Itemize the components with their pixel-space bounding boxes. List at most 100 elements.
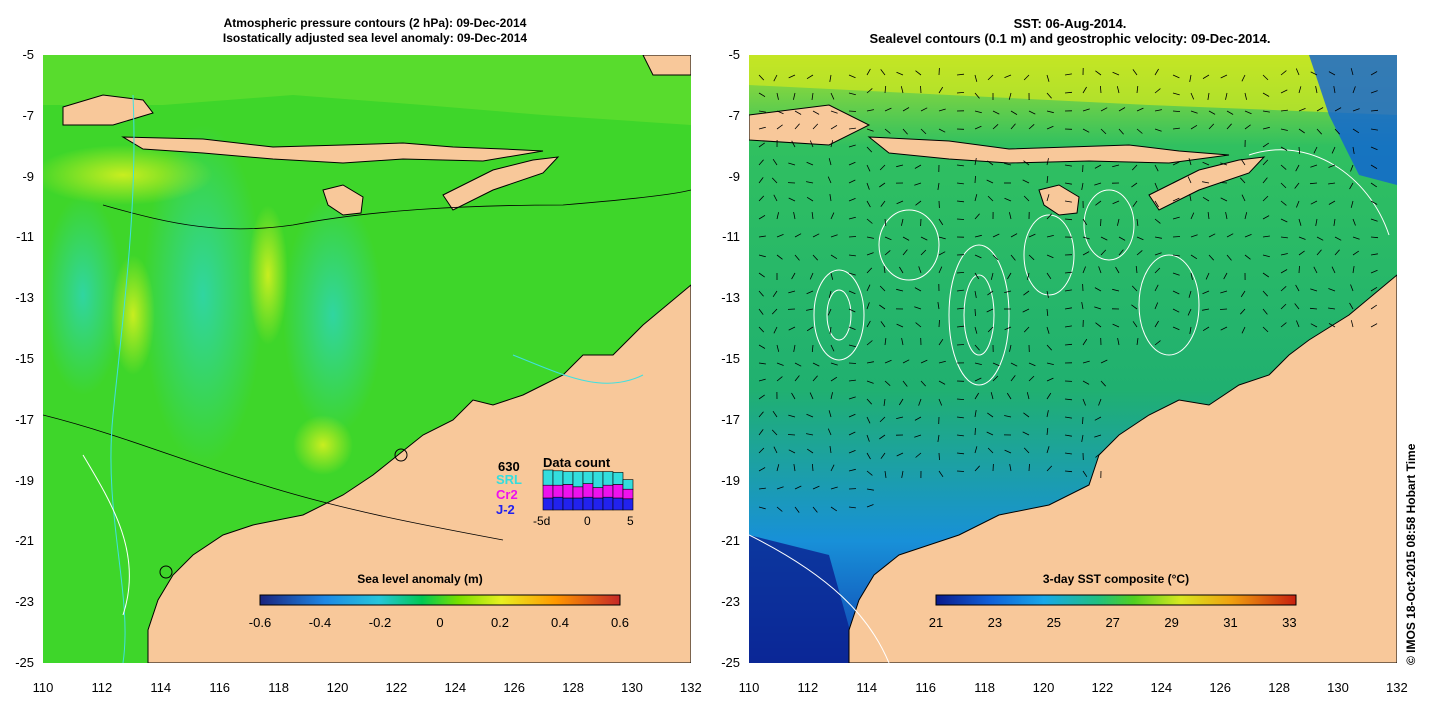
velocity-arrow xyxy=(974,272,980,280)
velocity-arrow xyxy=(992,254,999,261)
velocity-arrow xyxy=(758,215,766,220)
velocity-arrow xyxy=(1100,128,1107,135)
velocity-arrow xyxy=(1100,359,1108,364)
velocity-arrow xyxy=(1010,233,1018,238)
velocity-arrow xyxy=(918,266,922,274)
velocity-arrow xyxy=(794,485,802,490)
velocity-arrow xyxy=(1023,447,1030,454)
lat-tick-label: -17 xyxy=(721,411,740,427)
velocity-arrow xyxy=(758,411,764,418)
velocity-arrow xyxy=(772,158,778,166)
velocity-arrow xyxy=(809,392,814,400)
velocity-arrow xyxy=(915,70,922,76)
velocity-arrow xyxy=(866,200,871,208)
velocity-arrow xyxy=(1280,236,1288,239)
velocity-arrow xyxy=(1022,431,1030,436)
velocity-arrow xyxy=(902,380,908,387)
velocity-arrow xyxy=(1280,218,1288,223)
lon-tick-label: 112 xyxy=(91,680,113,695)
velocity-arrow xyxy=(866,380,874,384)
velocity-arrow xyxy=(1350,284,1354,292)
velocity-arrow xyxy=(1241,326,1246,334)
left-colorbar xyxy=(259,594,621,606)
velocity-arrow xyxy=(866,504,874,508)
velocity-arrow xyxy=(866,416,871,424)
velocity-arrow xyxy=(1022,308,1030,313)
velocity-arrow xyxy=(1280,182,1287,189)
velocity-arrow xyxy=(1370,269,1378,274)
velocity-arrow xyxy=(866,128,874,132)
colorbar-tick-label: 33 xyxy=(1282,615,1297,630)
velocity-arrow xyxy=(758,92,766,97)
velocity-arrow xyxy=(1190,212,1195,220)
velocity-arrow xyxy=(1240,158,1246,166)
count-bar-srl xyxy=(552,470,564,486)
velocity-arrow xyxy=(974,254,982,259)
velocity-arrow xyxy=(1064,416,1072,419)
velocity-arrow xyxy=(1064,307,1072,310)
velocity-arrow xyxy=(1241,194,1246,202)
velocity-arrow xyxy=(1349,182,1354,190)
velocity-arrow xyxy=(1350,68,1354,76)
velocity-arrow xyxy=(1352,218,1356,226)
velocity-arrow xyxy=(773,326,778,334)
velocity-arrow xyxy=(974,110,982,114)
velocity-arrow xyxy=(773,194,778,202)
colorbar-tick-label: 27 xyxy=(1105,615,1120,630)
velocity-arrow xyxy=(896,288,904,292)
velocity-arrow xyxy=(812,233,820,238)
velocity-arrow xyxy=(896,452,904,457)
colorbar-tick-label: 0.6 xyxy=(610,615,630,630)
velocity-arrow xyxy=(866,320,871,328)
velocity-arrow xyxy=(1046,446,1050,454)
velocity-arrow xyxy=(1064,218,1073,221)
low-anomaly-region xyxy=(143,125,263,465)
velocity-arrow xyxy=(896,200,904,205)
velocity-arrow xyxy=(974,446,978,454)
velocity-arrow xyxy=(1188,158,1192,166)
velocity-arrow xyxy=(1220,290,1228,294)
velocity-arrow xyxy=(830,92,835,100)
velocity-arrow xyxy=(776,110,784,115)
velocity-arrow xyxy=(1316,249,1322,256)
velocity-arrow xyxy=(1046,272,1052,280)
velocity-arrow xyxy=(987,160,994,166)
velocity-arrow xyxy=(987,74,994,81)
right-colorbar xyxy=(935,594,1297,606)
velocity-arrow xyxy=(1136,128,1143,134)
velocity-arrow xyxy=(1280,200,1287,206)
velocity-arrow xyxy=(866,88,873,94)
velocity-arrow xyxy=(773,446,778,454)
velocity-arrow xyxy=(974,465,980,472)
velocity-arrow xyxy=(1333,86,1336,94)
velocity-arrow xyxy=(879,434,886,440)
velocity-arrow xyxy=(866,284,871,292)
velocity-arrow xyxy=(1154,340,1161,346)
right-map[interactable] xyxy=(749,55,1397,663)
velocity-arrow xyxy=(1132,200,1138,207)
velocity-arrow xyxy=(1370,71,1378,76)
velocity-arrow xyxy=(956,416,964,419)
count-bar-cr2 xyxy=(622,488,634,500)
velocity-arrow xyxy=(1202,308,1210,311)
velocity-arrow xyxy=(1116,86,1120,94)
velocity-arrow xyxy=(848,413,856,418)
velocity-arrow xyxy=(1334,236,1342,241)
lon-tick-label: 126 xyxy=(503,680,526,695)
lon-tick-label: 122 xyxy=(1091,680,1114,695)
velocity-arrow xyxy=(1310,71,1318,76)
velocity-arrow xyxy=(848,396,856,400)
velocity-arrow xyxy=(1118,236,1126,241)
lat-tick-label: -25 xyxy=(15,655,34,670)
velocity-arrow xyxy=(1202,161,1210,166)
velocity-arrow xyxy=(776,234,784,238)
velocity-arrow xyxy=(758,159,764,166)
velocity-arrow xyxy=(812,463,814,472)
left-map[interactable] xyxy=(43,55,691,663)
count-bar-cr2 xyxy=(592,487,604,499)
velocity-arrow xyxy=(1028,375,1035,382)
velocity-arrow xyxy=(938,452,940,461)
velocity-arrow xyxy=(866,340,873,346)
velocity-arrow xyxy=(884,85,887,94)
lon-tick-label: 128 xyxy=(562,680,584,695)
